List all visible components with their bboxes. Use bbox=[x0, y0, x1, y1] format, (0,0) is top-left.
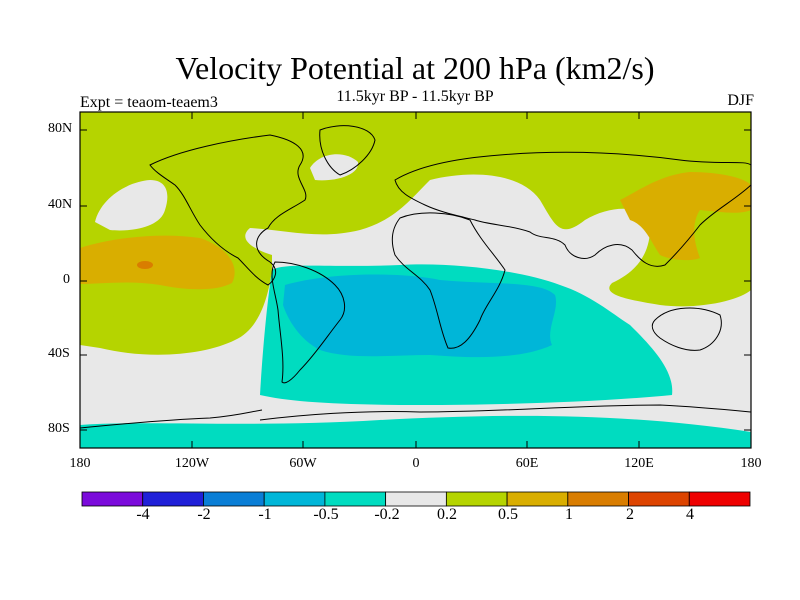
field-negative-weak bbox=[80, 264, 751, 448]
colorbar-label: 1 bbox=[565, 506, 573, 523]
lon-label: 180 bbox=[69, 456, 91, 471]
colorbar-label: -0.5 bbox=[313, 506, 339, 523]
coast-antarctica-west bbox=[80, 409, 263, 429]
map-subtitle: 11.5kyr BP - 11.5kyr BP bbox=[336, 88, 494, 105]
contour-fill-layer bbox=[80, 112, 751, 448]
coast-antarctica bbox=[259, 404, 751, 421]
field-neutral-northpacific bbox=[95, 180, 168, 231]
lon-label: 120W bbox=[174, 456, 210, 471]
colorbar-label: -2 bbox=[197, 506, 211, 523]
field-positive-eastpacific bbox=[80, 235, 235, 290]
field-positive-westpacific bbox=[620, 172, 751, 261]
map-title: Velocity Potential at 200 hPa (km2/s) bbox=[175, 50, 655, 86]
lon-label: 60E bbox=[515, 456, 539, 471]
lat-label: 0 bbox=[63, 272, 70, 287]
coast-australia bbox=[651, 307, 722, 351]
lat-label: 80N bbox=[48, 121, 73, 136]
field-negative-moderate bbox=[283, 274, 557, 358]
axis-ticks bbox=[80, 112, 751, 448]
colorbar-label: -0.2 bbox=[374, 506, 400, 523]
colorbar-box bbox=[385, 491, 447, 507]
lat-label: 40S bbox=[48, 346, 70, 361]
colorbar-label: -1 bbox=[258, 506, 272, 523]
colorbar-box bbox=[688, 491, 751, 507]
coast-africa bbox=[391, 212, 506, 349]
colorbar-label: 2 bbox=[626, 506, 634, 523]
field-positive-eastpacific-core bbox=[137, 261, 153, 269]
coast-eurasia bbox=[394, 151, 751, 267]
colorbar-box bbox=[142, 491, 204, 507]
lat-label: 80S bbox=[48, 421, 70, 436]
colorbar-box bbox=[263, 491, 326, 507]
colorbar-box bbox=[324, 491, 387, 507]
coastlines bbox=[80, 125, 751, 429]
field-neutral-arctic bbox=[310, 154, 359, 181]
field-neutral-southpacific bbox=[109, 306, 180, 331]
colorbar-box bbox=[81, 491, 144, 507]
lon-label: 180 bbox=[740, 456, 762, 471]
colorbar-label: 4 bbox=[686, 506, 694, 523]
colorbar-label: 0.5 bbox=[498, 506, 518, 523]
coast-north-america bbox=[149, 134, 307, 286]
colorbar bbox=[81, 491, 751, 507]
coast-greenland bbox=[319, 125, 376, 176]
colorbar-label: -4 bbox=[136, 506, 150, 523]
colorbar-label: 0.2 bbox=[437, 506, 457, 523]
colorbar-box bbox=[628, 491, 690, 507]
lat-label: 40N bbox=[48, 197, 73, 212]
coast-south-america bbox=[271, 261, 346, 384]
season-label: DJF bbox=[727, 92, 754, 109]
colorbar-box bbox=[203, 491, 265, 507]
experiment-label: Expt = teaom-teaem3 bbox=[80, 94, 218, 111]
lon-label: 120E bbox=[624, 456, 654, 471]
colorbar-box bbox=[567, 491, 629, 507]
lon-label: 0 bbox=[412, 456, 420, 471]
colorbar-box bbox=[506, 491, 569, 507]
colorbar-box bbox=[445, 491, 508, 507]
lon-label: 60W bbox=[289, 456, 317, 471]
